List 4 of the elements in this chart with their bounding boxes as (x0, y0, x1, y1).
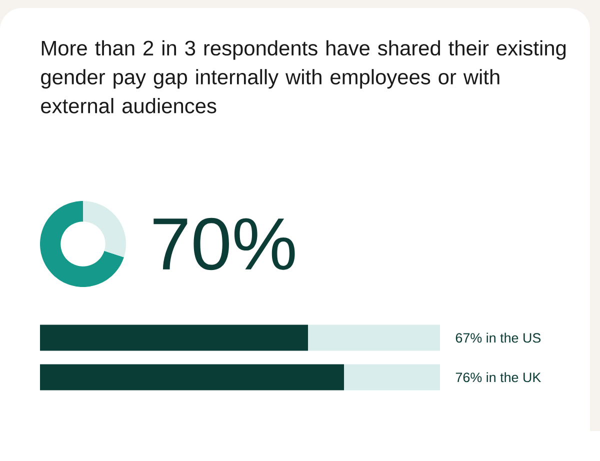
data-label: 67% in the US (456, 332, 541, 343)
data-label: 76% in the UK (456, 372, 542, 382)
chart-title: More than 2 in 3 respondents have shared their existing gender pay gap internally with employees or with external audiences (41, 40, 566, 114)
data-label: 70% (154, 218, 295, 270)
